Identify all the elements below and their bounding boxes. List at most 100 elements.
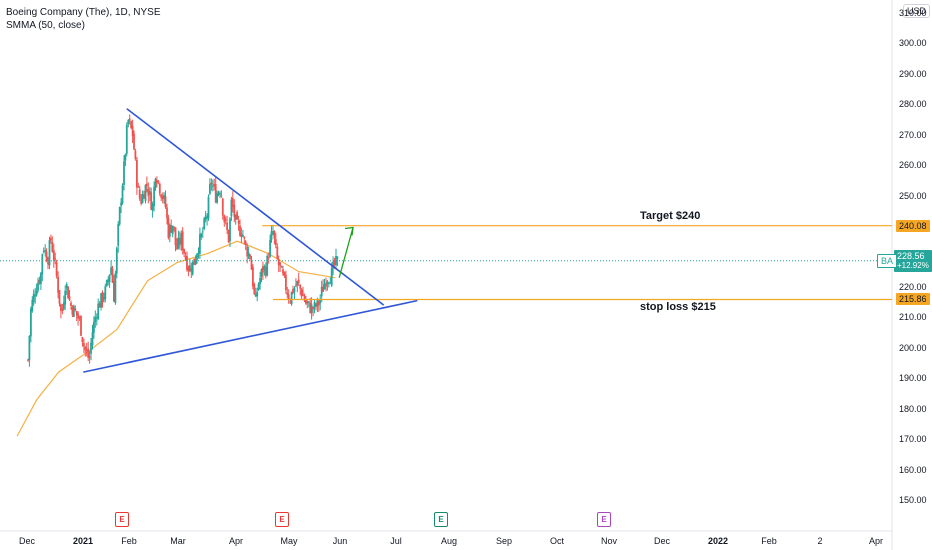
candle-body [206, 215, 208, 219]
candle-body [323, 284, 326, 290]
candle-body [127, 120, 130, 125]
candle-body [47, 262, 49, 265]
candle-body [269, 239, 271, 257]
candle-body [221, 198, 224, 216]
candle-body [68, 296, 71, 300]
candle-body [54, 258, 57, 260]
candle-body [113, 281, 115, 302]
candle-body [136, 159, 138, 188]
candle-body [313, 302, 316, 308]
candle-body [158, 183, 161, 194]
currency-button[interactable]: USD [903, 4, 931, 18]
candle-body [267, 257, 270, 259]
time-tick-label: Mar [170, 536, 186, 546]
candle-body [128, 118, 131, 121]
candle-body [72, 305, 75, 317]
candle-body [305, 300, 307, 304]
candle-body [322, 286, 324, 292]
candle-body [277, 259, 280, 265]
candle-body [144, 184, 147, 202]
price-tick-label: 210.00 [899, 312, 927, 323]
candle-body [240, 233, 243, 237]
candle-body [189, 265, 191, 272]
price-tick-label: 190.00 [899, 373, 927, 384]
candle-body [199, 234, 201, 254]
candle-body [234, 215, 237, 220]
candle-body [307, 301, 310, 303]
candle-body [256, 292, 259, 297]
level-price-tag: 215.86 [896, 293, 930, 306]
candle-body [320, 286, 323, 297]
candle-body [108, 274, 111, 283]
candle-body [276, 246, 279, 259]
candle-body [325, 283, 327, 287]
price-tick-label: 290.00 [899, 68, 927, 79]
candle-body [60, 304, 62, 311]
candle-body [262, 266, 264, 273]
candle-body [125, 124, 128, 154]
candle-body [67, 286, 69, 299]
candle-body [50, 238, 52, 241]
candle-body [111, 268, 114, 283]
candle-body [330, 267, 333, 286]
candle-body [220, 195, 223, 197]
time-tick-label: Feb [761, 536, 777, 546]
candle-body [40, 273, 42, 285]
candle-body [120, 202, 122, 206]
candle-body [104, 286, 107, 300]
candle-body [45, 251, 48, 262]
candle-body [210, 182, 213, 185]
candle-body [233, 204, 236, 217]
price-tick-label: 260.00 [899, 160, 927, 171]
candle-body [121, 185, 124, 204]
price-tick-label: 310.00 [899, 7, 927, 18]
candle-body [124, 154, 127, 161]
candle-body [223, 215, 226, 223]
candle-body [231, 198, 234, 207]
candle-body [150, 192, 153, 210]
candle-body [81, 337, 84, 343]
candle-body [94, 317, 97, 323]
candle-body [95, 316, 98, 318]
candle-body [193, 258, 196, 265]
candle-body [211, 185, 214, 187]
earnings-event-marker[interactable]: E [275, 512, 289, 527]
candle-body [123, 161, 125, 185]
candle-body [38, 279, 41, 284]
price-tick-label: 160.00 [899, 464, 927, 475]
earnings-event-marker[interactable]: E [597, 512, 611, 527]
candle-body [173, 226, 175, 228]
candle-body [230, 199, 233, 217]
price-tick-label: 280.00 [899, 99, 927, 110]
candle-body [290, 291, 293, 305]
candle-body [97, 303, 100, 319]
candle-body [140, 198, 143, 204]
candle-body [263, 265, 266, 270]
candle-body [64, 290, 67, 305]
candle-body [181, 231, 184, 250]
earnings-event-marker[interactable]: E [115, 512, 129, 527]
candle-body [101, 292, 104, 302]
candle-body [282, 269, 284, 274]
candle-body [70, 302, 72, 306]
candle-body [52, 250, 55, 261]
candle-body [201, 231, 204, 233]
candle-body [306, 301, 309, 304]
candle-body [270, 231, 273, 240]
candle-body [264, 266, 267, 276]
candle-body [163, 194, 165, 199]
candle-body [293, 288, 296, 292]
candle-body [196, 253, 198, 261]
candle-body [167, 218, 170, 238]
candle-body [336, 256, 339, 259]
candle-body [146, 183, 148, 186]
candle-body [100, 293, 102, 308]
time-tick-label: Apr [868, 536, 884, 546]
candle-body [30, 308, 32, 337]
candle-body [32, 293, 35, 303]
candle-body [319, 298, 322, 304]
earnings-event-marker[interactable]: E [434, 512, 448, 527]
candle-body [37, 282, 39, 291]
candle-body [317, 301, 320, 306]
